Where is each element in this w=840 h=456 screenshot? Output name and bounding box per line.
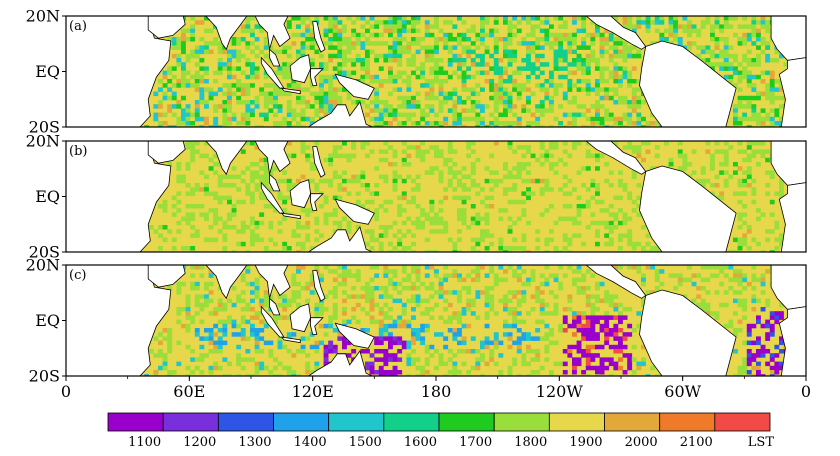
landmass [260,56,285,89]
colorbar-swatch [548,412,605,432]
landmass [299,350,373,376]
landmass [269,48,281,67]
landmass [260,181,285,214]
colorbar-label: 2000 [625,435,658,450]
lst-field [66,141,806,252]
landmass [147,141,186,164]
panel-c: (c) 20N EQ 20S [26,256,807,386]
landmass [639,289,737,376]
lat-label: 20N [26,256,60,275]
colorbar-label: 1600 [404,435,437,450]
colorbar-label: 2100 [680,435,713,450]
colorbar-swatch [328,412,385,432]
colorbar-swatch [107,412,164,432]
colorbar-label: 1900 [569,435,602,450]
landmass [254,16,291,50]
lst-field [66,265,806,376]
landmass [312,146,326,178]
landmass [280,212,301,220]
landmass [585,141,647,175]
panel-b: (b) 20N EQ 20S [26,132,807,262]
colorbar-swatch [438,412,495,432]
lat-label: EQ [35,62,60,81]
landmass [334,322,375,349]
landmass [205,265,248,300]
landmass [639,40,737,127]
colorbar-label: 1300 [238,435,271,450]
landmass [254,265,291,299]
landmass [310,68,324,86]
panel-label: (c) [69,268,86,283]
colorbar-label: 1100 [128,435,161,450]
colorbar-unit: LST [748,435,775,450]
landmass [778,182,806,252]
lon-label: 180 [421,382,452,401]
lon-label: 0 [801,382,811,401]
landmass [147,265,186,288]
landmass [310,193,324,211]
colorbar-label: 1500 [349,435,382,450]
lat-label: EQ [35,311,60,330]
landmass [269,297,281,316]
longitude-axis: 0 60E 120E 180 120W 60W 0 [61,376,811,401]
landmass [312,270,326,302]
landmass [585,265,647,299]
landmass [334,198,375,225]
lat-label: 20S [29,367,60,386]
landmass [205,141,248,176]
lat-label: 20S [29,243,60,262]
colorbar-label: 1800 [514,435,547,450]
landmass [299,101,373,127]
colorbar-swatch [604,412,661,432]
colorbar-swatch [217,412,274,432]
landmass [778,306,806,376]
landmass [334,73,375,100]
colorbar-swatch [714,412,771,432]
colorbar-swatch [659,412,716,432]
panel-label: (b) [69,144,87,159]
map-panels: (a) 20N EQ 20S (b) 20N EQ 20S (c) 20N EQ 20S [26,7,807,386]
colorbar: 1100 1200 1300 1400 1500 1600 1700 1800 1900 2000… [107,412,775,450]
colorbar-swatch [273,412,330,432]
landmass [310,317,324,335]
colorbar-label: 1700 [459,435,492,450]
colorbar-swatch [162,412,219,432]
lon-label: 60E [173,382,205,401]
landmass [299,226,373,252]
colorbar-label: 1200 [183,435,216,450]
lon-label: 60W [664,382,701,401]
lat-label: EQ [35,187,60,206]
landmass [269,173,281,192]
landmass [260,305,285,338]
landmass [312,21,326,53]
lon-label: 120E [292,382,334,401]
panel-label: (a) [69,19,87,34]
landmass [280,336,301,344]
colorbar-swatch [493,412,550,432]
lat-label: 20N [26,7,60,26]
colorbar-swatch [383,412,440,432]
colorbar-label: 1400 [294,435,327,450]
landmass [147,16,186,39]
landmass [639,165,737,252]
landmass [254,141,291,175]
panel-a: (a) 20N EQ 20S [26,7,807,137]
lon-label: 0 [61,382,71,401]
landmass [205,16,248,51]
lat-label: 20N [26,132,60,151]
lon-label: 120W [536,382,584,401]
lat-label: 20S [29,118,60,137]
landmass [778,57,806,127]
landmass [280,87,301,95]
lst-field [66,16,806,127]
landmass [585,16,647,50]
